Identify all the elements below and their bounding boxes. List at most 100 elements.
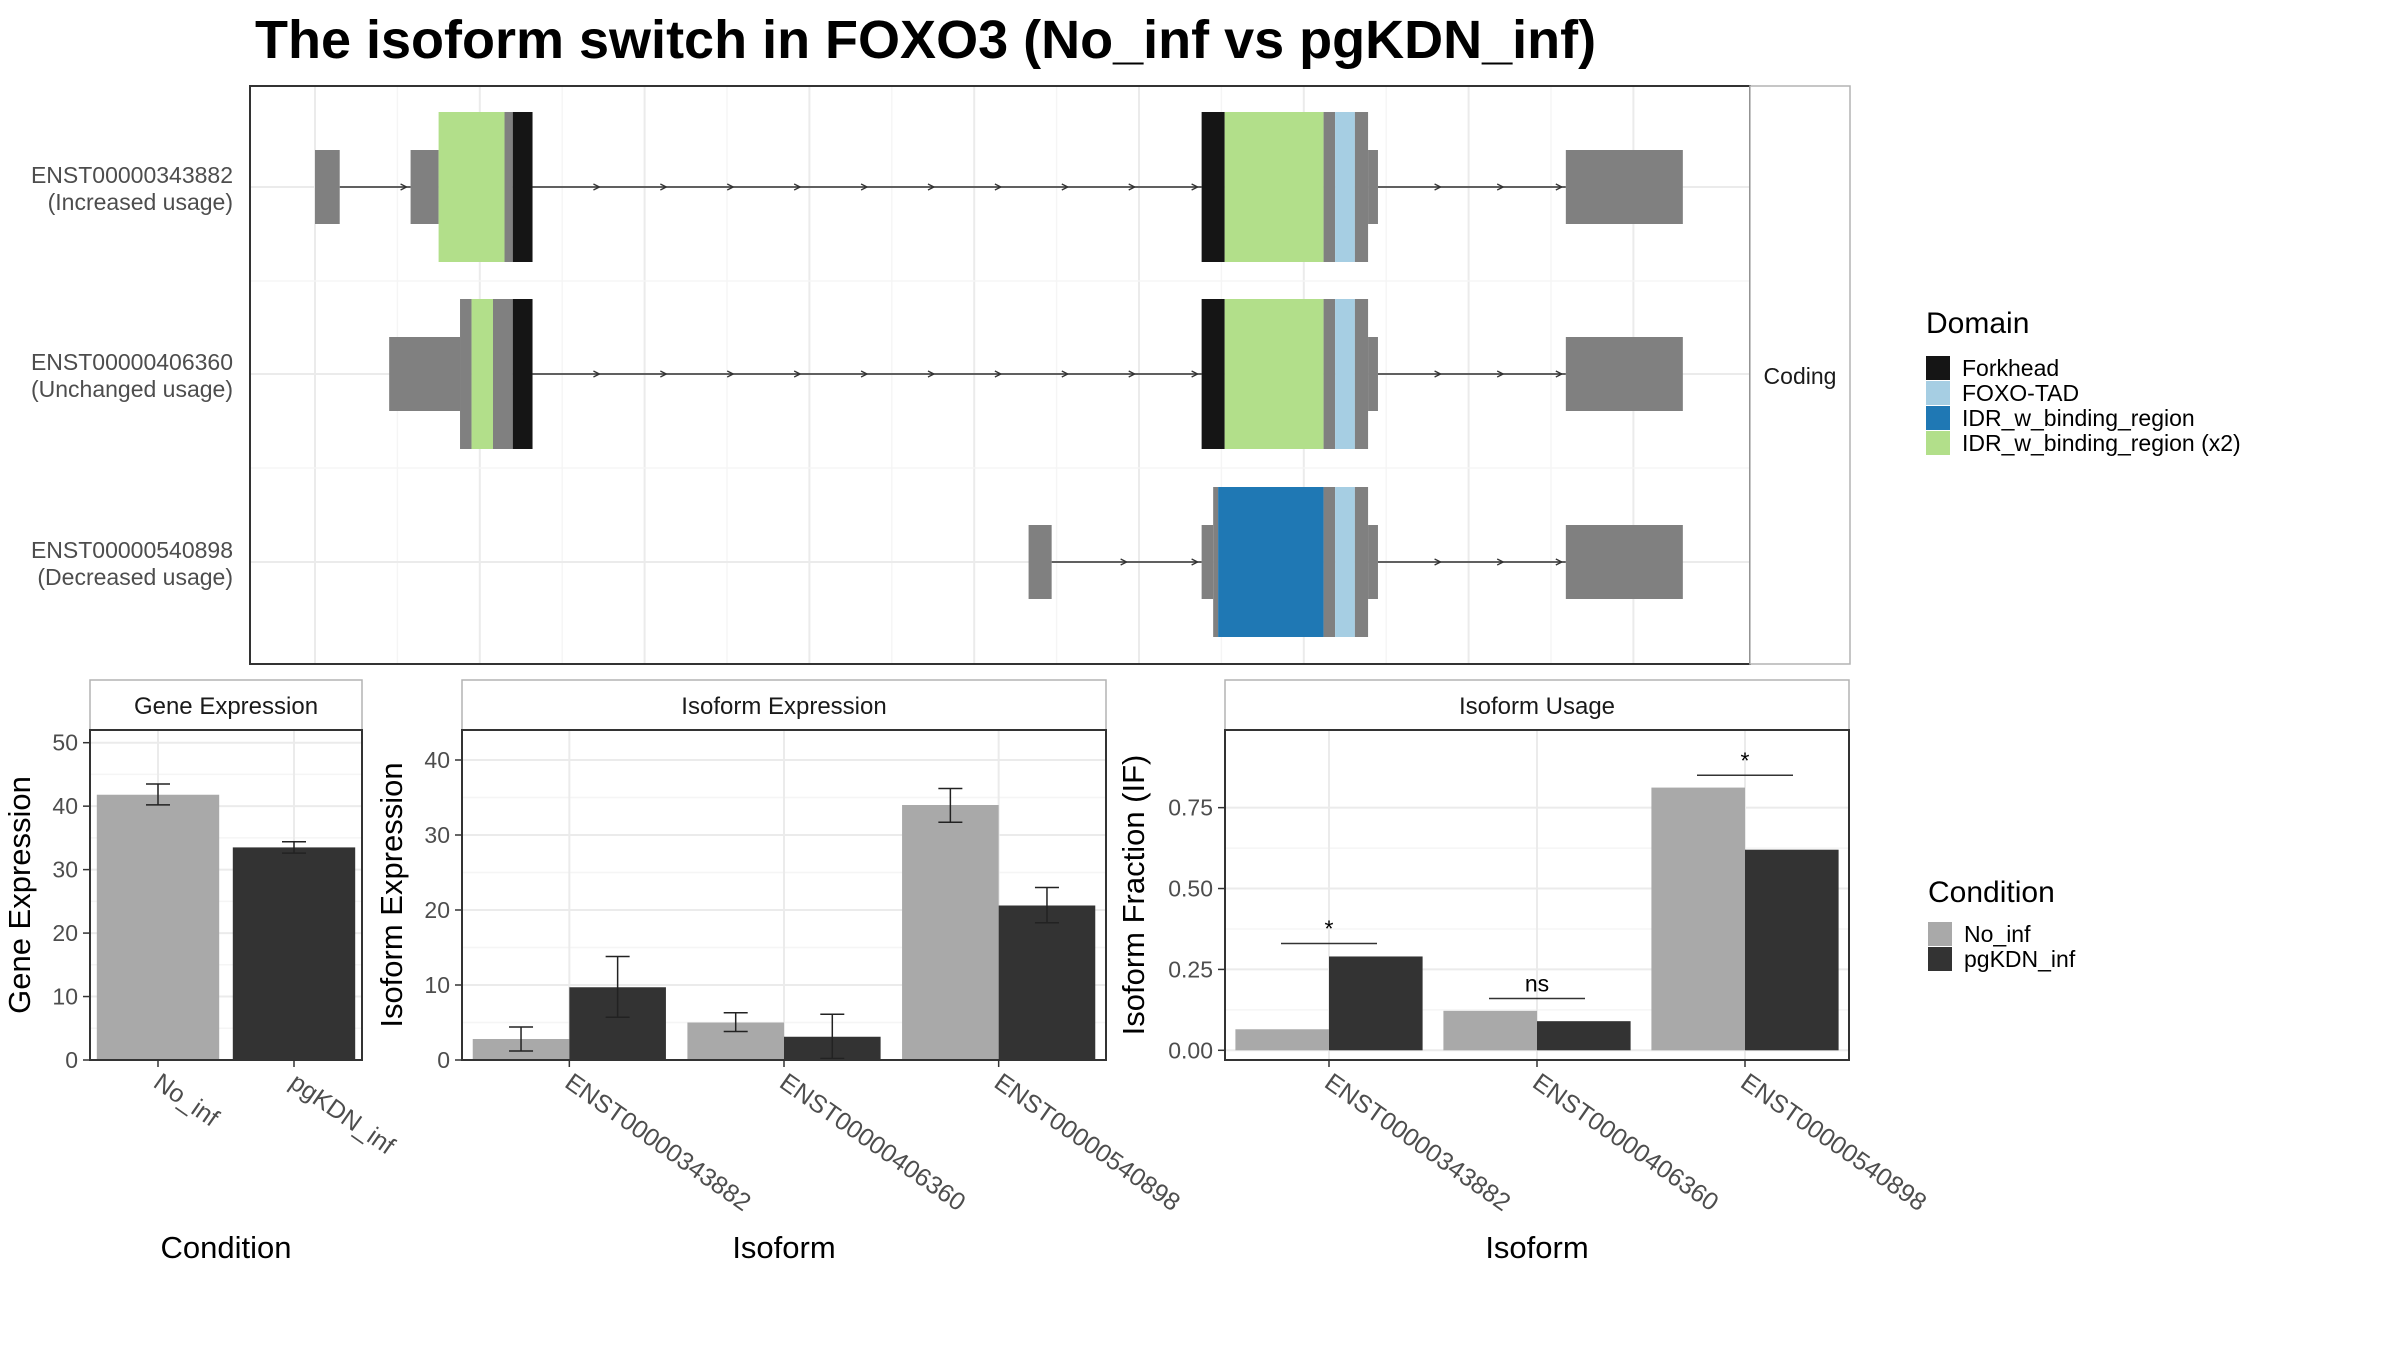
utr-exon: [1368, 150, 1378, 224]
coding-exon: [1354, 487, 1369, 637]
coding-exon: [1213, 487, 1219, 637]
isoform-expression-chart: Isoform Expression010203040ENST000003438…: [374, 679, 1185, 1265]
intron-arrow: [1434, 183, 1443, 191]
coding-exon: [1323, 112, 1336, 262]
intron-arrow: [726, 370, 735, 378]
panel-strip-title: Gene Expression: [134, 693, 318, 720]
y-tick-label: 50: [52, 730, 78, 756]
coding-exon: [1323, 299, 1336, 449]
bar-no-inf: [96, 794, 220, 1060]
bar-pgkdn-inf: [1745, 849, 1839, 1051]
isoform-label-usage: (Decreased usage): [37, 564, 233, 590]
domain-segment: [471, 299, 493, 449]
domain-segment: [1335, 487, 1355, 637]
bar-no-inf: [1651, 787, 1745, 1051]
legend-key-no-inf: [1928, 922, 1952, 946]
domain-legend: Domain Forkhead FOXO-TAD IDR_w_binding_r…: [1926, 307, 2241, 456]
condition-legend-title: Condition: [1928, 876, 2055, 909]
bar-no-inf: [1235, 1029, 1329, 1051]
intron-arrow: [1128, 370, 1137, 378]
intron-arrow: [660, 183, 668, 191]
coding-exon: [504, 112, 513, 262]
intron-arrow: [1061, 370, 1070, 378]
coding-exon: [1323, 487, 1336, 637]
panel-strip: [1224, 679, 1850, 731]
utr-exon: [1028, 525, 1052, 599]
domain-segment: [1201, 112, 1225, 262]
utr-exon: [1565, 525, 1683, 599]
domain-segment: [512, 299, 533, 449]
coding-exon: [1354, 299, 1369, 449]
intron-arrow: [1555, 370, 1564, 378]
intron-arrow: [1496, 370, 1505, 378]
y-tick-label: 0.50: [1168, 876, 1213, 902]
legend-label-pgkdn-inf: pgKDN_inf: [1964, 946, 2076, 972]
domain-segment: [438, 112, 505, 262]
intron-arrow: [927, 370, 936, 378]
y-axis-title: Isoform Expression: [374, 762, 409, 1027]
bar-pgkdn-inf: [1329, 956, 1423, 1051]
figure-title: The isoform switch in FOXO3 (No_inf vs p…: [255, 10, 1596, 70]
intron-arrow: [994, 370, 1003, 378]
domain-legend-title: Domain: [1926, 307, 2029, 340]
intron-arrow: [860, 183, 869, 191]
y-tick-label: 30: [424, 822, 450, 848]
bar-pgkdn-inf: [232, 847, 356, 1060]
utr-exon: [1565, 337, 1683, 411]
legend-key-idr-binding: [1926, 406, 1950, 430]
legend-label-idr-binding-x2: IDR_w_binding_region (x2): [1962, 430, 2241, 456]
legend-label-no-inf: No_inf: [1964, 921, 2031, 947]
intron-arrow: [1191, 183, 1200, 191]
utr-exon: [389, 337, 461, 411]
legend-label-idr-binding: IDR_w_binding_region: [1962, 405, 2195, 431]
domain-segment: [1224, 112, 1324, 262]
bar-pgkdn-inf: [998, 905, 1096, 1060]
y-tick-label: 0: [65, 1047, 78, 1073]
y-axis-title: Isoform Fraction (IF): [1116, 755, 1151, 1036]
y-axis-title: Gene Expression: [2, 776, 37, 1014]
y-tick-label: 10: [52, 984, 78, 1010]
utr-exon: [1368, 337, 1378, 411]
intron-arrow: [1434, 558, 1443, 566]
condition-legend: Condition No_inf pgKDN_inf: [1928, 876, 2076, 972]
utr-exon: [1368, 525, 1378, 599]
significance-label: ns: [1525, 971, 1549, 997]
transcript-structure-panel: ENST00000343882(Increased usage) ENST0000…: [31, 85, 1751, 665]
intron-arrow: [1128, 183, 1137, 191]
intron-arrow: [660, 370, 668, 378]
legend-key-idr-binding-x2: [1926, 431, 1950, 455]
intron-arrow: [1496, 558, 1505, 566]
intron-arrow: [1191, 370, 1200, 378]
y-tick-label: 40: [52, 793, 78, 819]
utr-exon: [315, 150, 340, 224]
intron-arrow: [1496, 183, 1505, 191]
y-tick-label: 20: [424, 897, 450, 923]
intron-arrow: [1555, 558, 1564, 566]
intron-arrow: [1555, 183, 1564, 191]
isoform-label-id: ENST00000343882: [31, 162, 233, 188]
coding-exon: [1354, 112, 1369, 262]
intron-arrow: [400, 183, 409, 191]
panel-strip: [461, 679, 1107, 731]
coding-exon: [492, 299, 513, 449]
bar-no-inf: [902, 805, 999, 1060]
x-axis-title: Isoform: [732, 1230, 835, 1265]
y-tick-label: 0.25: [1168, 956, 1213, 982]
domain-segment: [1218, 487, 1324, 637]
panel-strip: [89, 679, 363, 731]
domain-segment: [512, 112, 533, 262]
intron-arrow: [726, 183, 735, 191]
intron-arrow: [1061, 183, 1070, 191]
isoform-label-usage: (Increased usage): [48, 189, 233, 215]
intron-arrow: [1191, 558, 1200, 566]
isoform-label-id: ENST00000540898: [31, 537, 233, 563]
utr-exon: [1201, 525, 1214, 599]
y-tick-label: 0.00: [1168, 1037, 1213, 1063]
intron-arrow: [593, 183, 601, 191]
y-tick-label: 0.75: [1168, 795, 1213, 821]
y-tick-label: 30: [52, 857, 78, 883]
intron-arrow: [927, 183, 936, 191]
panel-border: [89, 729, 363, 1061]
